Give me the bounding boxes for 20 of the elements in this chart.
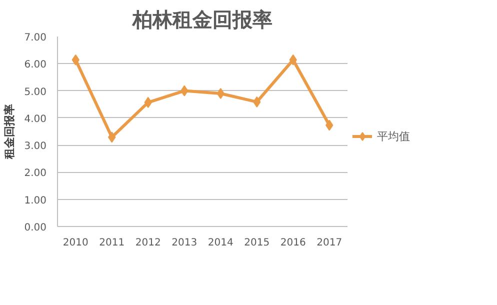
y-tick-label: 2.00 bbox=[24, 168, 46, 180]
x-tick-label: 2017 bbox=[316, 238, 342, 248]
y-axis-title: 租金回报率 bbox=[3, 104, 16, 160]
y-tick-label: 6.00 bbox=[24, 60, 46, 71]
y-tick-label: 3.00 bbox=[24, 141, 46, 152]
point bbox=[216, 88, 224, 99]
legend-label: 平均值 bbox=[377, 128, 410, 144]
y-tick-label: 0.00 bbox=[24, 222, 46, 234]
x-tick-label: 2010 bbox=[62, 238, 88, 248]
y-tick-label: 5.00 bbox=[24, 86, 46, 98]
y-tick-label: 7.00 bbox=[24, 32, 46, 44]
x-tick-label: 2015 bbox=[244, 238, 270, 248]
x-tick-label: 2011 bbox=[99, 238, 125, 248]
y-tick-label: 4.00 bbox=[24, 114, 46, 125]
x-tick-label: 2014 bbox=[208, 238, 234, 248]
x-tick-label: 2016 bbox=[280, 238, 306, 248]
x-tick-label: 2013 bbox=[172, 238, 198, 248]
y-tick-label: 1.00 bbox=[24, 195, 46, 206]
chart-title: 柏林租金回报率 bbox=[132, 8, 272, 32]
x-tick-label: 2012 bbox=[135, 238, 161, 248]
